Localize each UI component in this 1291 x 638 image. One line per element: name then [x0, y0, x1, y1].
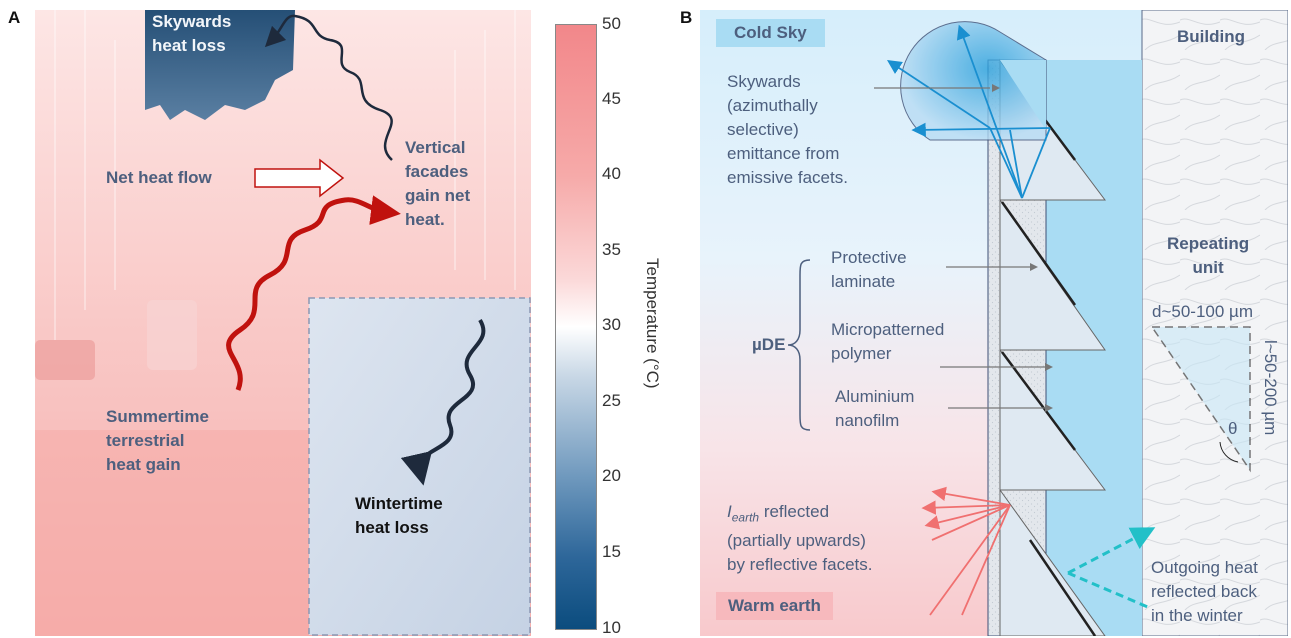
- colorbar-tick: 35: [602, 240, 621, 259]
- theta-label: θ: [1228, 419, 1238, 438]
- net-heat-flow-label: Net heat flow: [106, 168, 212, 187]
- colorbar-title: Temperature (°C): [643, 258, 662, 389]
- colorbar-tick: 45: [602, 89, 621, 108]
- vertical-facades-label: Vertical facades gain net heat.: [405, 138, 471, 229]
- outgoing-heat-label: Outgoing heat reflected back in the wint…: [1151, 558, 1258, 625]
- wintertime-label: Wintertime heat loss: [355, 494, 443, 537]
- d-dimension-label: d~50-100 µm: [1152, 302, 1253, 321]
- building-wall: [1141, 10, 1288, 636]
- cold-sky-label: Cold Sky: [716, 19, 825, 47]
- colorbar-tick: 20: [602, 466, 621, 485]
- skywards-wavy-arrow: [264, 14, 393, 161]
- aluminium-nanofilm-label: Aluminium nanofilm: [835, 387, 915, 430]
- panel-a-letter: A: [8, 8, 21, 27]
- colorbar-tick: 15: [602, 542, 621, 561]
- summer-wavy-arrow: [226, 195, 401, 391]
- sky-region: [145, 10, 295, 120]
- panel-b-art: [787, 10, 1288, 636]
- colorbar-tick: 30: [602, 315, 621, 334]
- winter-wavy-arrow: [400, 318, 486, 486]
- colorbar-ticks: 50 45 40 35 30 25 20 15 10: [602, 14, 642, 637]
- micropatterned-polymer-label: Micropatterned polymer: [831, 320, 945, 363]
- skywards-heat-loss-label: Skywards heat loss: [152, 12, 232, 55]
- skywards-emittance-label: Skywards (azimuthally selective) emittan…: [727, 72, 848, 187]
- l-dimension-label: l~50-200 µm: [1261, 340, 1280, 436]
- colorbar-tick: 40: [602, 164, 621, 183]
- colorbar-tick: 25: [602, 391, 621, 410]
- panel-b-letter: B: [680, 8, 693, 27]
- earth-reflected-label: Iearth reflected (partially upwards) by …: [727, 502, 873, 575]
- building-label: Building: [1177, 27, 1245, 46]
- repeating-unit-label: Repeating unit: [1167, 234, 1250, 277]
- net-heat-flow-arrow: [254, 158, 345, 198]
- colorbar-tick: 50: [602, 14, 621, 33]
- mude-label: µDE: [752, 335, 786, 354]
- summertime-label: Summertime terrestrial heat gain: [106, 407, 209, 474]
- colorbar: [555, 24, 597, 630]
- warm-earth-label: Warm earth: [716, 592, 833, 620]
- colorbar-tick: 10: [602, 618, 621, 637]
- panel-a-arrows: [226, 14, 486, 486]
- thermal-image: [35, 10, 531, 636]
- protective-laminate-label: Protective laminate: [831, 248, 907, 291]
- thermal-image-art: [35, 10, 531, 636]
- micropattern-facets: [999, 58, 1106, 636]
- mude-bracket: [787, 259, 811, 431]
- repeating-unit-triangle: [1150, 326, 1251, 473]
